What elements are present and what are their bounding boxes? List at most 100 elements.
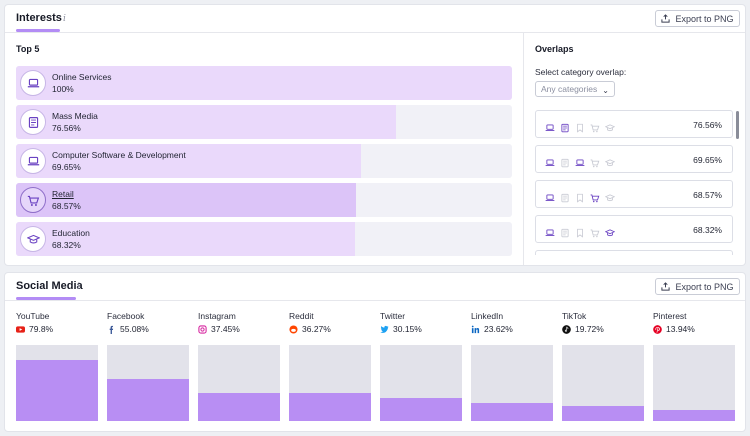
interest-pct: 69.65% [52,162,81,172]
platform-bar-fill [653,410,735,421]
platform-pct: 36.27% [302,324,331,334]
cart-icon [590,225,600,238]
platform-pct: 37.45% [211,324,240,334]
platform-name: Instagram [198,311,236,321]
interest-row[interactable]: Education 68.32% [16,222,512,256]
overlap-row[interactable]: 76.56% [535,110,733,138]
category-dropdown[interactable]: Any categories ⌄ [535,81,615,97]
social-platform-facebook: Facebook 55.08% [107,311,189,421]
social-platform-youtube: YouTube 79.8% [16,311,98,421]
tiktok-icon [562,324,571,334]
interest-bar-fill [16,183,357,217]
interest-pct: 100% [52,84,74,94]
platform-bar [380,345,462,421]
top5-label: Top 5 [16,44,40,54]
interest-bar-fill [16,66,512,100]
social-platform-reddit: Reddit 36.27% [289,311,371,421]
platform-pct: 13.94% [666,324,695,334]
panel-divider [523,33,524,265]
interest-pct: 68.57% [52,201,81,211]
platform-name: Twitter [380,311,406,321]
interest-row[interactable]: Mass Media 76.56% [16,105,512,139]
platform-bar [198,345,280,421]
interest-pct: 68.32% [52,240,81,250]
platform-value: 23.62% [471,323,553,335]
info-icon[interactable]: i [77,282,80,292]
overlap-row[interactable]: 68.32% [535,215,733,243]
social-platform-pinterest: Pinterest 13.94% [653,311,735,421]
platform-name: LinkedIn [471,311,504,321]
export-png-button[interactable]: Export to PNG [655,10,740,27]
interest-name: Online Services [52,72,112,82]
platform-name: YouTube [16,311,50,321]
dropdown-value: Any categories [541,84,598,94]
reddit-icon [289,324,298,334]
platform-value: 79.8% [16,323,98,335]
overlap-row[interactable]: 69.65% [535,145,733,173]
platform-pct: 19.72% [575,324,604,334]
laptop-icon [575,155,585,166]
interest-name[interactable]: Retail [52,189,74,199]
platform-bar [107,345,189,421]
social-media-card: Social Media i Export to PNG YouTube 79.8… [4,272,746,432]
platform-name: Facebook [107,311,145,321]
graduation-cap-icon [604,225,616,237]
export-png-button[interactable]: Export to PNG [655,278,740,295]
platform-pct: 79.8% [29,324,54,334]
overlap-row[interactable] [535,250,733,255]
platform-bar-fill [380,398,462,421]
platform-value: 13.94% [653,323,735,335]
bookmark-icon [575,120,585,133]
platform-name: Pinterest [653,311,687,321]
export-icon [661,14,671,23]
interest-row[interactable]: Retail 68.57% [16,183,512,217]
newspaper-icon [20,109,46,135]
platform-bar [471,345,553,421]
interest-name: Education [52,228,90,238]
interest-bar-fill [16,222,355,256]
platform-bar [653,345,735,421]
overlap-row[interactable]: 68.57% [535,180,733,208]
platform-pct: 30.15% [393,324,422,334]
interests-header: Interests i Export to PNG [5,5,745,33]
overlap-icons [545,225,616,238]
interest-row[interactable]: Online Services 100% [16,66,512,100]
scrollbar[interactable] [736,111,739,139]
pinterest-icon [653,324,662,334]
overlap-icons [545,190,616,203]
twitter-icon [380,325,389,334]
newspaper-icon [560,120,570,133]
overlap-pct: 68.57% [693,190,722,200]
bookmark-icon [575,225,585,238]
platform-value: 19.72% [562,323,644,335]
chevron-down-icon: ⌄ [602,86,609,95]
facebook-icon [107,325,116,334]
platform-pct: 55.08% [120,324,149,334]
laptop-icon [545,225,555,236]
laptop-icon [545,120,555,131]
overlap-pct: 68.32% [693,225,722,235]
interest-row[interactable]: Computer Software & Development 69.65% [16,144,512,178]
export-icon [661,282,671,291]
cart-icon [590,190,600,203]
newspaper-icon [560,190,570,203]
platform-name: TikTok [562,311,587,321]
laptop-icon [545,190,555,201]
overlaps-title: Overlaps [535,44,574,54]
interest-name: Computer Software & Development [52,150,186,160]
cart-icon [590,155,600,168]
laptop-icon [545,155,555,166]
info-icon[interactable]: i [63,14,66,24]
platform-bar [16,345,98,421]
social-header: Social Media i Export to PNG [5,273,745,301]
social-platform-instagram: Instagram 37.45% [198,311,280,421]
overlap-list[interactable]: 76.56% 69.65% 68.57% 68.32% [535,105,739,255]
platform-value: 37.45% [198,323,280,335]
social-title: Social Media [16,280,83,292]
graduation-cap-icon [604,190,616,202]
platform-bar-fill [289,393,371,421]
social-platform-twitter: Twitter 30.15% [380,311,462,421]
bookmark-icon [575,190,585,203]
platform-bar-fill [16,360,98,421]
laptop-icon [20,148,46,174]
